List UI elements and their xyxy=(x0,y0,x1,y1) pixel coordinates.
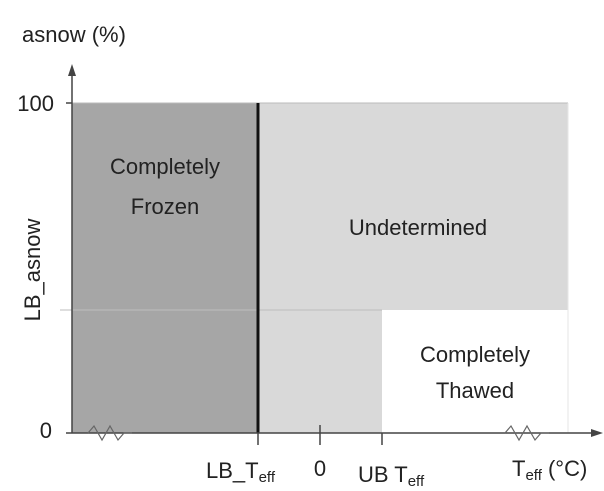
y-tick-label: 0 xyxy=(40,418,52,443)
x-label-zero: 0 xyxy=(314,456,326,481)
x-label-lb: LB_Teff xyxy=(206,458,276,486)
label-main: LB_T xyxy=(206,458,259,483)
axis-break xyxy=(87,424,132,442)
y-title: asnow (%) xyxy=(22,22,126,47)
label-sub: eff xyxy=(408,473,425,486)
y-tick-label: 100 xyxy=(17,91,54,116)
label-main: T xyxy=(512,456,525,481)
x-label-ub: UB Teff xyxy=(358,462,425,486)
y-mid-label: LB_asnow xyxy=(20,219,45,322)
thawed-region xyxy=(382,310,568,433)
region-label: Thawed xyxy=(436,378,514,403)
y-arrow xyxy=(68,64,76,76)
region-label: Completely xyxy=(110,154,220,179)
region-label: Completely xyxy=(420,342,530,367)
label-unit: (°C) xyxy=(542,456,587,481)
axis-break xyxy=(504,424,549,442)
x-title: Teff (°C) xyxy=(512,456,587,484)
region-label: Undetermined xyxy=(349,215,487,240)
label-sub: eff xyxy=(259,469,276,486)
frozen-region xyxy=(72,103,258,433)
label-sub: eff xyxy=(525,467,542,484)
label-main: UB T xyxy=(358,462,408,486)
x-arrow xyxy=(591,429,603,437)
region-label: Frozen xyxy=(131,194,199,219)
